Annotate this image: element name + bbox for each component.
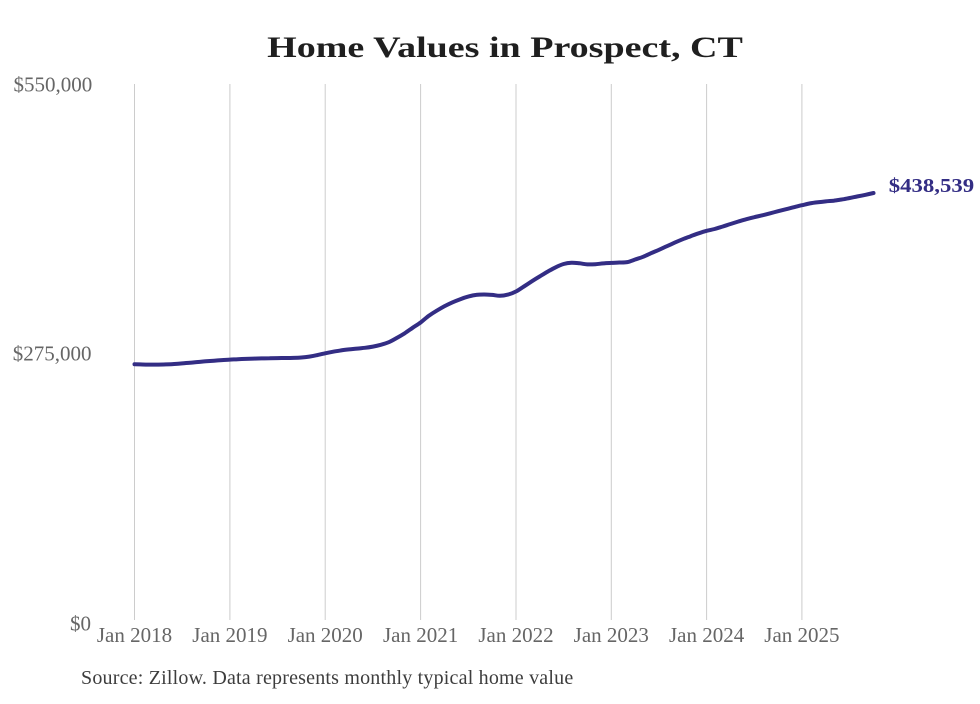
svg-text:Jan 2022: Jan 2022 (478, 623, 553, 647)
svg-text:Jan 2018: Jan 2018 (97, 623, 172, 647)
svg-text:Jan 2023: Jan 2023 (574, 623, 649, 647)
svg-text:$275,000: $275,000 (13, 341, 92, 365)
svg-text:Jan 2021: Jan 2021 (383, 623, 458, 647)
svg-text:$550,000: $550,000 (14, 73, 93, 97)
svg-text:$0: $0 (70, 611, 91, 635)
svg-text:$438,539: $438,539 (889, 174, 974, 196)
svg-text:Source: Zillow. Data represent: Source: Zillow. Data represents monthly … (81, 667, 573, 689)
svg-text:Jan 2019: Jan 2019 (192, 623, 267, 647)
svg-text:Jan 2025: Jan 2025 (764, 623, 839, 647)
svg-text:Jan 2020: Jan 2020 (288, 623, 363, 647)
svg-text:Home Values in Prospect, CT: Home Values in Prospect, CT (267, 31, 743, 64)
svg-text:Jan 2024: Jan 2024 (669, 623, 745, 647)
